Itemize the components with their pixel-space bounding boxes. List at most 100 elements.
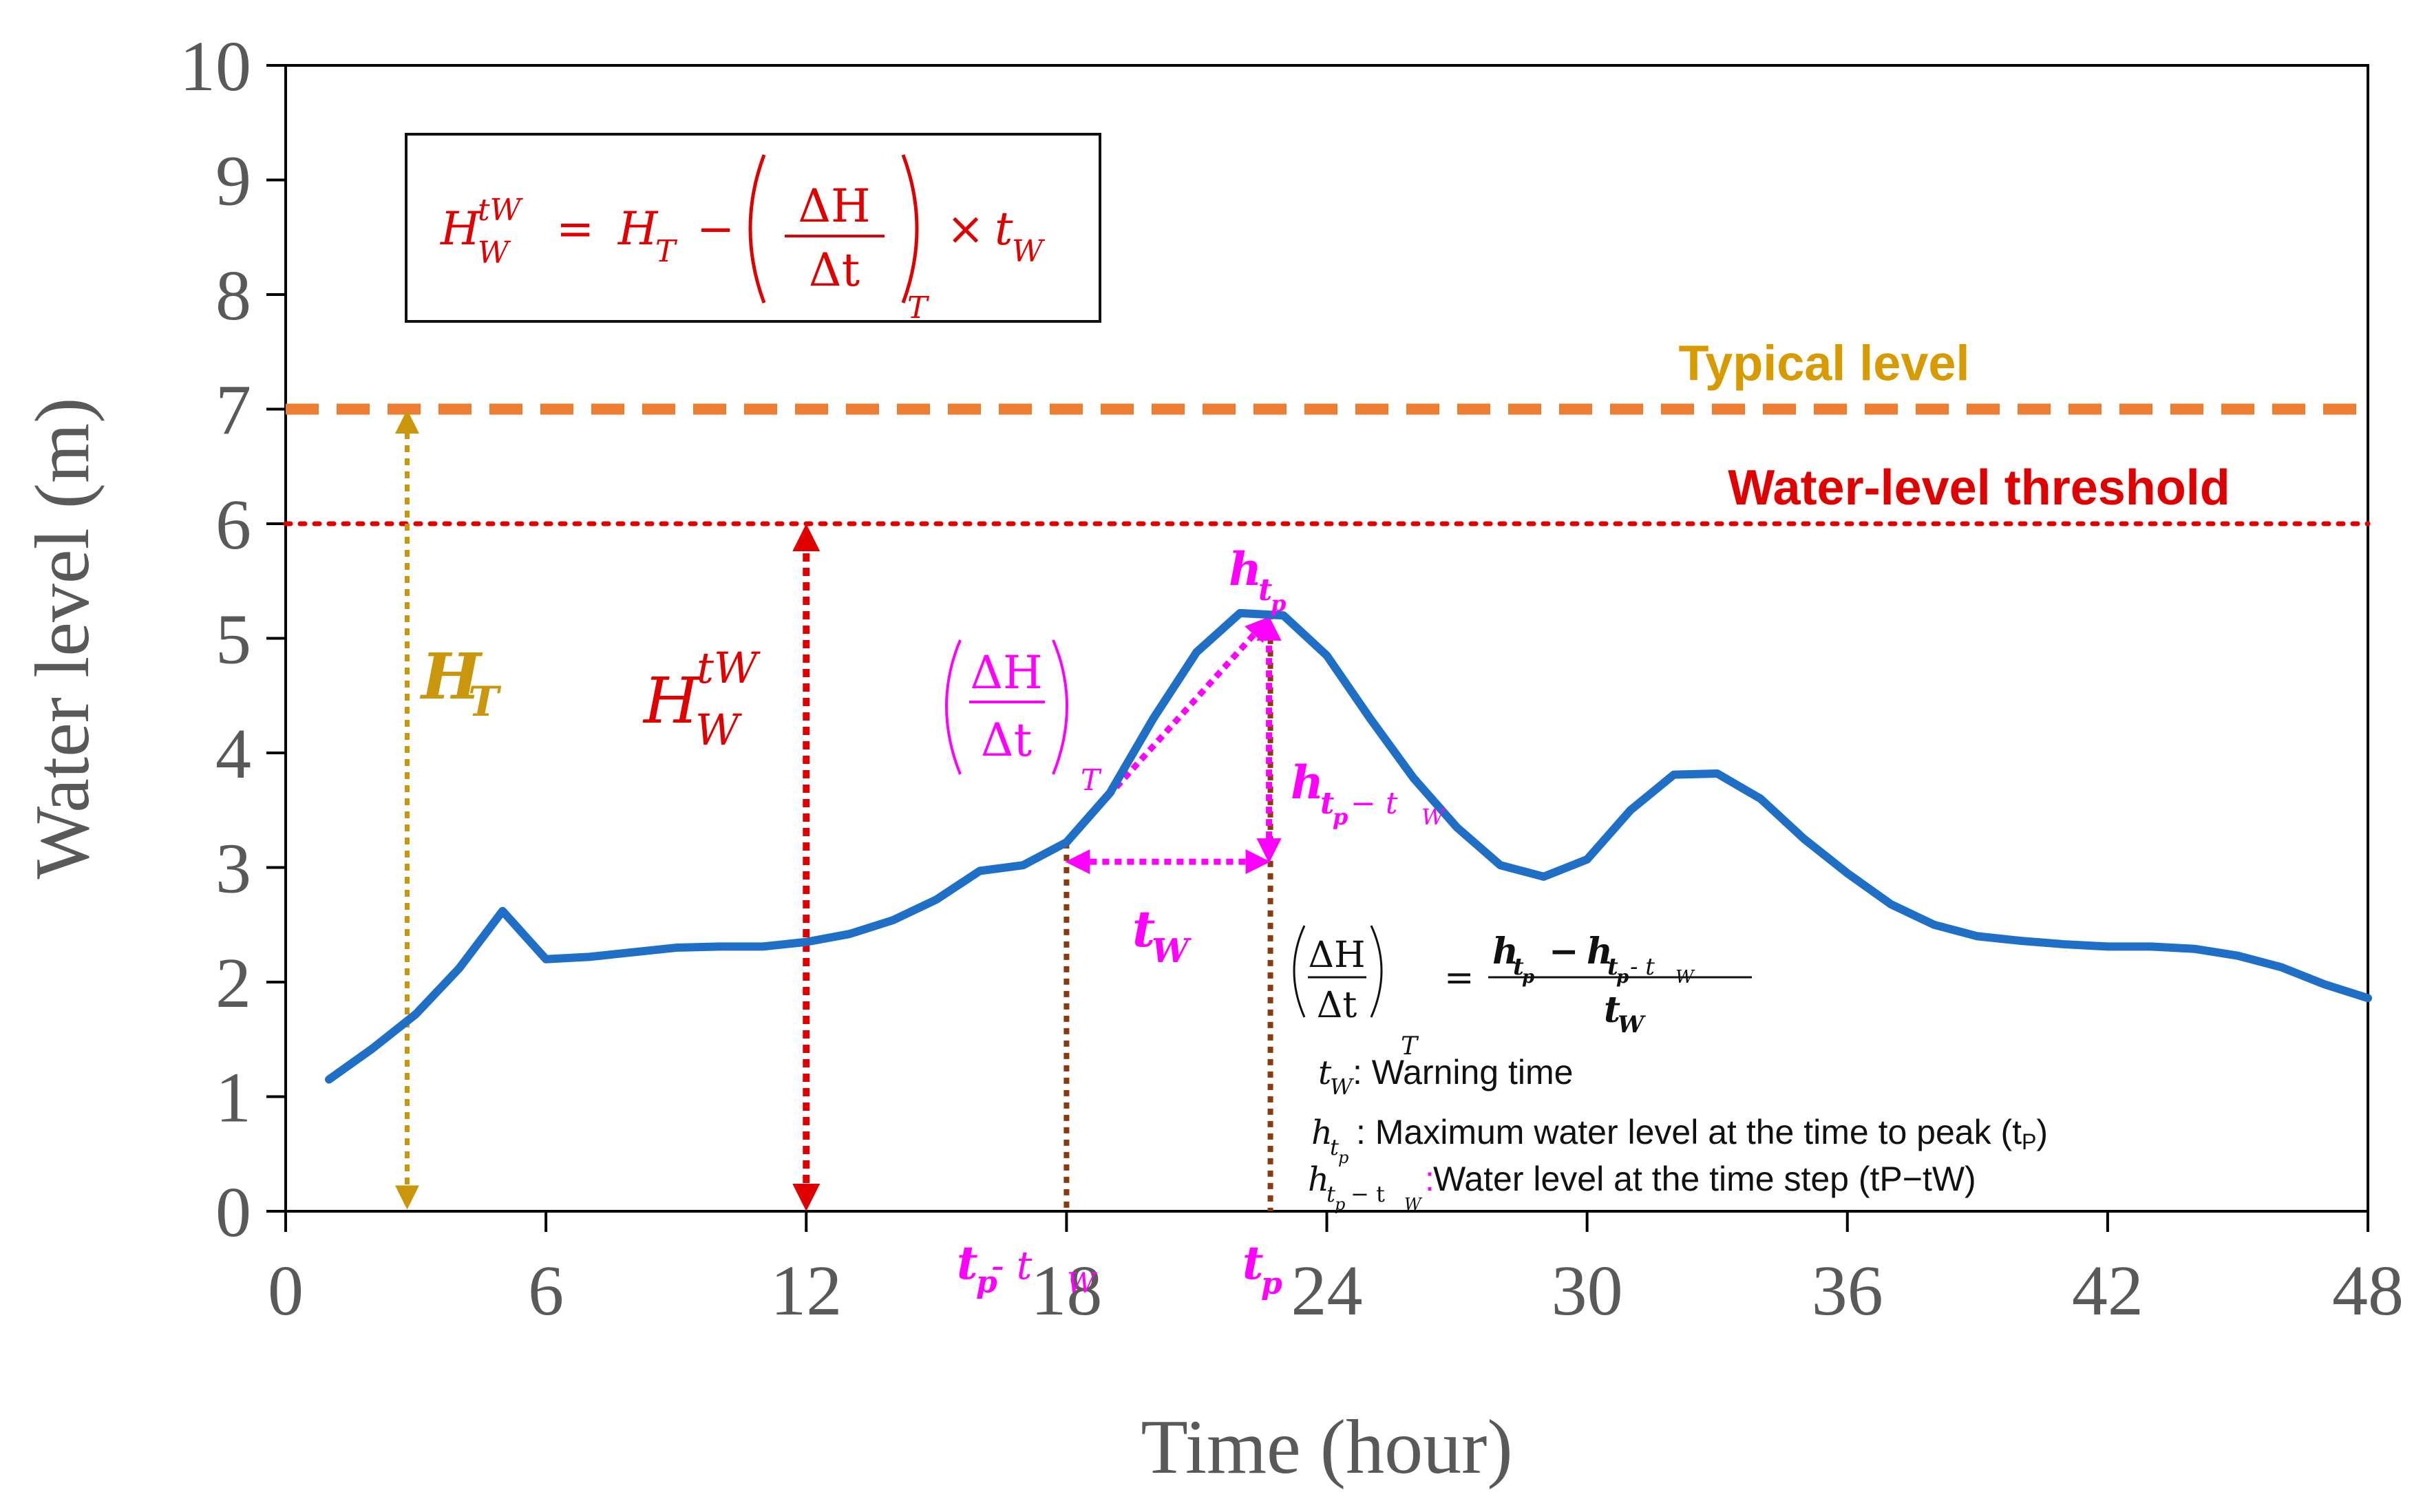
tp-main: t bbox=[1242, 1236, 1264, 1290]
rate-label-sub: T bbox=[1081, 763, 1102, 797]
ref-label-1: Water-level threshold bbox=[1728, 460, 2230, 515]
y-tick-label: 8 bbox=[215, 256, 251, 335]
ht-label-sub: T bbox=[468, 678, 502, 726]
x-tick-label: 18 bbox=[1030, 1251, 1102, 1330]
legend-num2-sub: t bbox=[1607, 953, 1618, 981]
annotations bbox=[394, 409, 1282, 1211]
rate-label-bottom: Δt bbox=[981, 714, 1032, 767]
note2-text-sub: P bbox=[2022, 1129, 2036, 1154]
x-tick-label: 30 bbox=[1552, 1251, 1623, 1330]
formula-tw: t bbox=[995, 202, 1013, 255]
y-tick-label: 9 bbox=[215, 142, 251, 221]
ht-label: H T bbox=[419, 639, 502, 726]
formula-times: × bbox=[946, 202, 984, 255]
formula-frac-bottom: Δt bbox=[809, 244, 860, 297]
time-guides bbox=[1064, 613, 1273, 1211]
formula-ht: H bbox=[617, 202, 659, 255]
formula-ht-sub: T bbox=[655, 234, 678, 269]
y-tick-label: 4 bbox=[215, 714, 251, 794]
h-tp-main: h bbox=[1229, 542, 1262, 596]
note1-text: : Warning time bbox=[1353, 1053, 1573, 1092]
h-tpmw-suffix: − t bbox=[1351, 786, 1398, 821]
ref-label-0: Typical level bbox=[1679, 337, 1970, 392]
note-step-level: h t p − t W : Water level at the time st… bbox=[1308, 1160, 1976, 1214]
tpmw-main: t bbox=[957, 1236, 978, 1290]
x-tick-label: 0 bbox=[268, 1251, 304, 1330]
hw-label: H tW W bbox=[642, 643, 761, 755]
formula-paren-left bbox=[748, 154, 766, 304]
h-tpmw-sub: t bbox=[1320, 786, 1334, 821]
note1-sub: W bbox=[1330, 1074, 1355, 1100]
legend-frac-top: ΔH bbox=[1309, 935, 1366, 976]
legend-frac-sub: T bbox=[1401, 1032, 1419, 1061]
formula-tw-sub: W bbox=[1012, 234, 1046, 269]
hw-label-sub: W bbox=[695, 705, 742, 755]
note3-sub-suffix: − t bbox=[1351, 1181, 1385, 1207]
rate-paren-left bbox=[945, 639, 962, 775]
h-tp-subsub: p bbox=[1271, 590, 1286, 617]
x-tick-label: 42 bbox=[2072, 1251, 2144, 1330]
tp-sub: p bbox=[1261, 1266, 1282, 1301]
tpmw-sub: p bbox=[976, 1265, 997, 1300]
x-tick-label: 6 bbox=[528, 1251, 564, 1330]
note1-sym: t bbox=[1318, 1054, 1332, 1092]
tpmw-suffix: - t bbox=[991, 1244, 1033, 1288]
tpmw-suffix-sub: W bbox=[1067, 1268, 1097, 1299]
legend-den-sub: W bbox=[1618, 1011, 1646, 1039]
h-tp-sub: t bbox=[1258, 573, 1272, 608]
tp-label: t p bbox=[1242, 1236, 1282, 1301]
note2-subsub: p bbox=[1338, 1148, 1348, 1167]
note-max-level: h t p : Maximum water level at the time … bbox=[1311, 1113, 2048, 1167]
tp-minus-tw-label: t p - t W bbox=[957, 1236, 1097, 1300]
formula-frac-sub: T bbox=[907, 290, 930, 326]
reference-lines: Typical level Water-level threshold bbox=[283, 337, 2371, 526]
y-tick-label: 1 bbox=[215, 1058, 251, 1138]
formula-box: H tW W = H T − ΔH Δt T × t W bbox=[405, 133, 1101, 326]
h-tp-label: h t p bbox=[1229, 542, 1286, 617]
rate-paren-right bbox=[1052, 639, 1068, 775]
tw-label-main: t bbox=[1132, 899, 1155, 958]
series-group bbox=[325, 608, 2372, 1084]
formula-minus: − bbox=[697, 202, 734, 255]
y-axis-title: Water level (m) bbox=[20, 398, 105, 880]
x-tick-label: 48 bbox=[2332, 1251, 2404, 1330]
note-warning-time: t W : Warning time bbox=[1318, 1053, 1573, 1100]
note3-text: Water level at the time step (tP−tW) bbox=[1433, 1160, 1976, 1198]
legend-paren-right bbox=[1370, 925, 1383, 1018]
note3-sub-suffix-sub: W bbox=[1404, 1195, 1423, 1214]
notes: t W : Warning time h t p : Maximum water… bbox=[1308, 1053, 2048, 1214]
legend-frac-bottom: Δt bbox=[1317, 985, 1357, 1026]
formula-box-border bbox=[405, 133, 1101, 323]
note3-sym: h bbox=[1308, 1160, 1329, 1199]
legend-num2-suffix: - t bbox=[1630, 953, 1655, 981]
x-tick-label: 24 bbox=[1291, 1251, 1363, 1330]
series-line bbox=[325, 608, 2372, 1084]
h-tpmw-subsub: p bbox=[1333, 804, 1348, 830]
legend-num-sub: t bbox=[1513, 953, 1524, 981]
y-tick-label: 10 bbox=[180, 27, 251, 106]
note2-sym: h bbox=[1311, 1114, 1333, 1152]
hw-label-sup: tW bbox=[697, 643, 761, 693]
rate-label: ΔH Δt T bbox=[945, 639, 1102, 797]
rate-label-top: ΔH bbox=[970, 646, 1042, 699]
legend-eq: = bbox=[1444, 957, 1474, 999]
y-tick-label: 5 bbox=[215, 600, 251, 679]
y-tick-label: 7 bbox=[215, 371, 251, 450]
y-tick-label: 2 bbox=[215, 944, 251, 1023]
y-tick-label: 0 bbox=[215, 1173, 251, 1252]
formula-frac-top: ΔH bbox=[798, 180, 870, 233]
h-tpmw-main: h bbox=[1291, 756, 1324, 809]
note3-colon: : bbox=[1425, 1160, 1435, 1198]
x-axis-title: Time (hour) bbox=[1141, 1405, 1512, 1490]
y-tick-label: 3 bbox=[215, 829, 251, 908]
tw-label: t W bbox=[1132, 899, 1192, 970]
formula-lhs-sup: tW bbox=[478, 193, 524, 228]
legend-num-minus: − bbox=[1549, 930, 1579, 972]
formula-paren-right bbox=[901, 154, 919, 304]
legend-paren-left bbox=[1293, 925, 1306, 1018]
note2-text-end: ) bbox=[2036, 1113, 2048, 1151]
x-tick-label: 12 bbox=[770, 1251, 842, 1330]
hw-label-main: H bbox=[642, 664, 700, 738]
note2-sub: t bbox=[1330, 1134, 1339, 1160]
